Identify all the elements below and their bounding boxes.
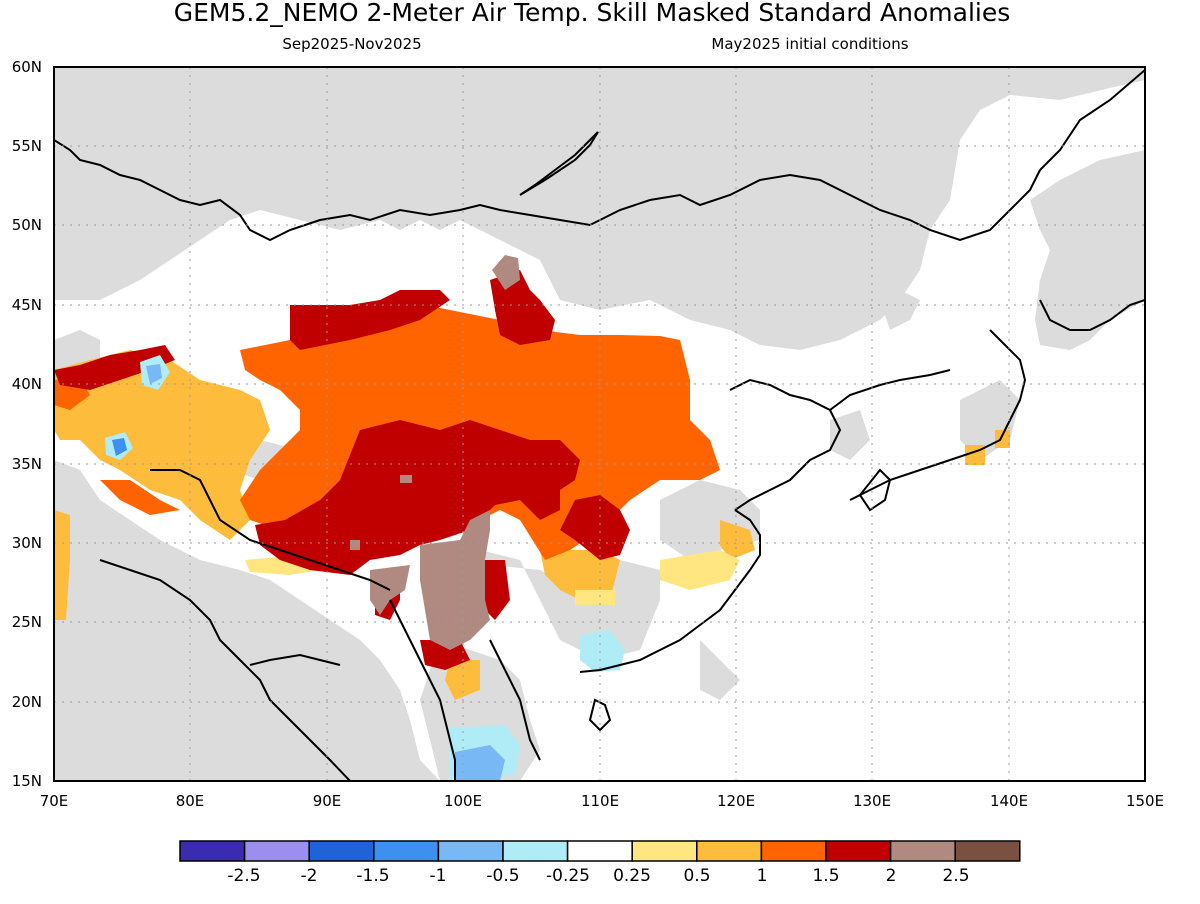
lat-label: 15N bbox=[12, 772, 42, 790]
lon-label: 120E bbox=[717, 792, 755, 810]
colorbar-label: -1.5 bbox=[356, 866, 389, 886]
latitude-labels: 60N 55N 50N 45N 40N 35N 30N 25N 20N 15N bbox=[12, 58, 42, 790]
colorbar-label: 2 bbox=[886, 866, 897, 886]
lon-label: 100E bbox=[444, 792, 482, 810]
lat-label: 45N bbox=[12, 296, 42, 314]
figure-title: GEM5.2_NEMO 2-Meter Air Temp. Skill Mask… bbox=[174, 0, 1011, 27]
lon-label: 80E bbox=[176, 792, 205, 810]
initial-conditions-label: May2025 initial conditions bbox=[711, 35, 908, 53]
colorbar-box bbox=[308, 840, 375, 862]
colorbar-box bbox=[889, 840, 956, 862]
colorbar-label: 1.5 bbox=[812, 866, 839, 886]
colorbar-box bbox=[373, 840, 440, 862]
colorbar-label: 0.25 bbox=[613, 866, 651, 886]
colorbar-box bbox=[825, 840, 892, 862]
colorbar-box bbox=[631, 840, 698, 862]
colorbar-box bbox=[243, 840, 310, 862]
lat-label: 60N bbox=[12, 58, 42, 76]
colorbar-box bbox=[502, 840, 569, 862]
colorbar-label: -2 bbox=[301, 866, 318, 886]
colorbar-box bbox=[437, 840, 504, 862]
colorbar-box bbox=[566, 840, 633, 862]
map-frame bbox=[53, 66, 1146, 782]
graticule bbox=[54, 67, 1145, 781]
longitude-labels: 70E 80E 90E 100E 110E 120E 130E 140E 150… bbox=[40, 792, 1164, 810]
colorbar-box bbox=[760, 840, 827, 862]
lat-label: 40N bbox=[12, 375, 42, 393]
map-panel bbox=[54, 67, 1145, 781]
lat-label: 50N bbox=[12, 216, 42, 234]
lat-label: 55N bbox=[12, 137, 42, 155]
lon-label: 150E bbox=[1126, 792, 1164, 810]
colorbar-label: -2.5 bbox=[227, 866, 260, 886]
colorbar-box bbox=[696, 840, 763, 862]
lat-label: 20N bbox=[12, 693, 42, 711]
colorbar-label: 2.5 bbox=[942, 866, 969, 886]
lat-label: 25N bbox=[12, 613, 42, 631]
lat-label: 35N bbox=[12, 455, 42, 473]
lon-label: 130E bbox=[853, 792, 891, 810]
colorbar-label: 0.5 bbox=[683, 866, 710, 886]
colorbar: -2.5 -2 -1.5 -1 -0.5 -0.25 0.25 0.5 1 1.… bbox=[179, 840, 1021, 886]
forecast-period: Sep2025-Nov2025 bbox=[282, 35, 421, 53]
lon-label: 140E bbox=[990, 792, 1028, 810]
colorbar-label: 1 bbox=[757, 866, 768, 886]
lat-label: 30N bbox=[12, 534, 42, 552]
lon-label: 110E bbox=[581, 792, 619, 810]
colorbar-label: -0.5 bbox=[486, 866, 519, 886]
colorbar-boxes bbox=[179, 840, 1021, 862]
coastlines bbox=[54, 69, 1145, 781]
colorbar-label: -1 bbox=[430, 866, 447, 886]
colorbar-box bbox=[954, 840, 1021, 862]
colorbar-labels: -2.5 -2 -1.5 -1 -0.5 -0.25 0.25 0.5 1 1.… bbox=[227, 866, 969, 886]
lon-label: 90E bbox=[313, 792, 342, 810]
colorbar-box bbox=[179, 840, 246, 862]
lon-label: 70E bbox=[40, 792, 69, 810]
colorbar-label: -0.25 bbox=[546, 866, 590, 886]
